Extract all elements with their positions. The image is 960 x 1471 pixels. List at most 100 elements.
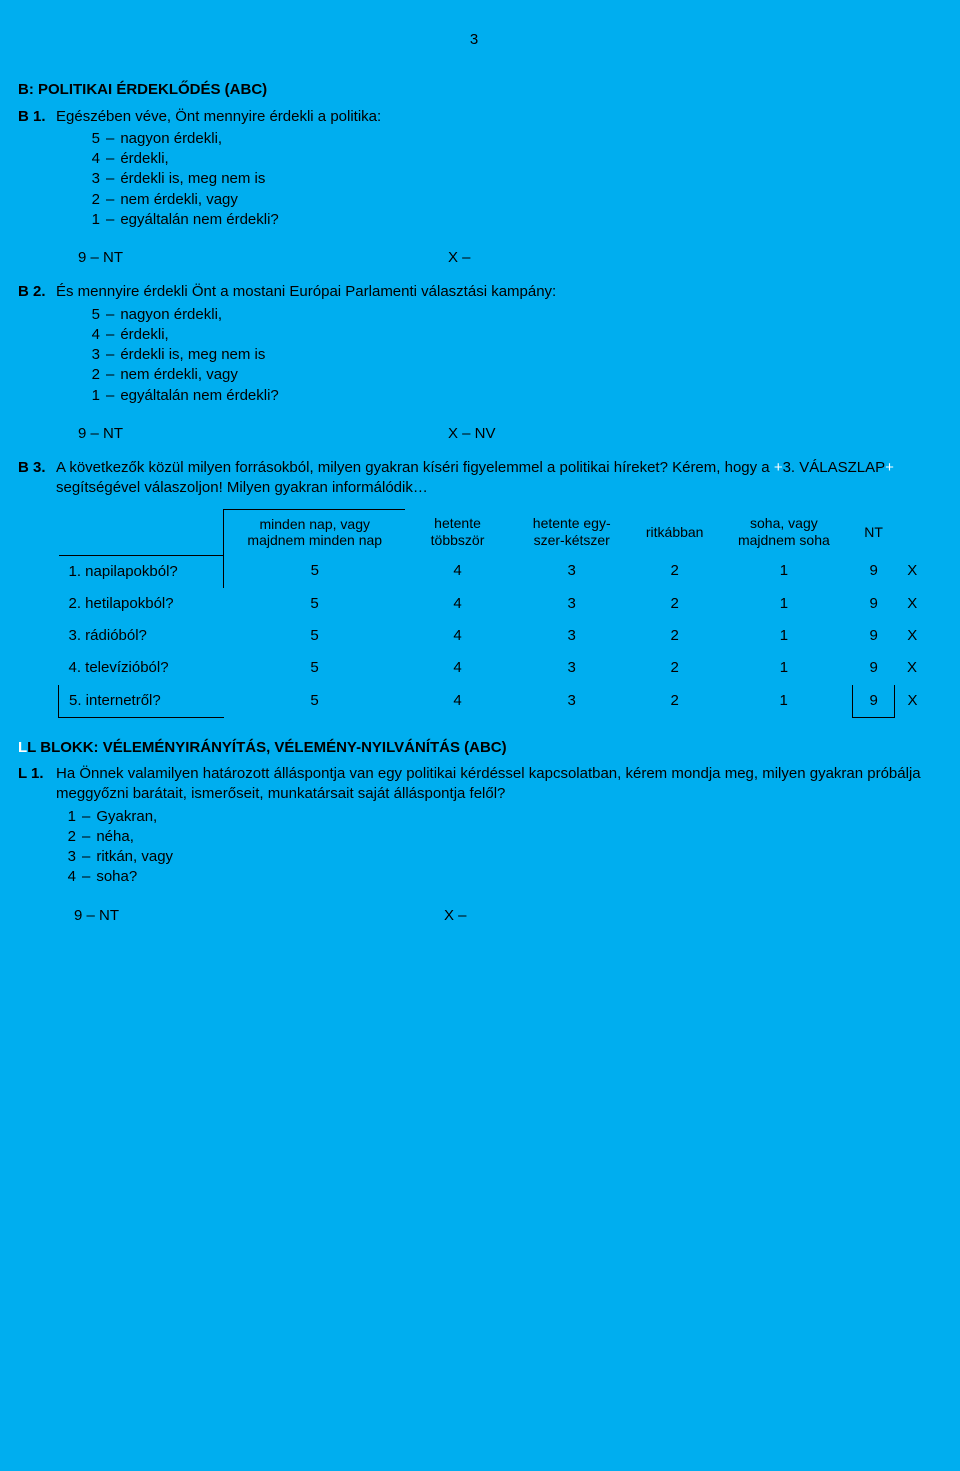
cell: 2 [634,685,716,718]
cell: 5 [224,555,406,588]
th-col1: minden nap, vagy majdnem minden nap [224,509,406,555]
q-code: B 1. [18,107,56,127]
opt-label: nem érdekli, vagy [120,190,238,210]
cell: 1 [715,555,852,588]
section-b-title: B: POLITIKAI ÉRDEKLŐDÉS (ABC) [18,80,930,100]
q-text: Egészében véve, Önt mennyire érdekli a p… [56,107,930,127]
opt-label: nagyon érdekli, [120,129,222,149]
cell: 4 [405,620,509,652]
q3-text-c: segítségével válaszoljon! Milyen gyakran… [56,479,428,496]
row-label: 3. rádióból? [59,620,224,652]
opt-num: 4 [78,149,100,169]
options-b1: 5–nagyon érdekli, 4–érdekli, 3–érdekli i… [78,129,930,230]
opt-num: 2 [78,190,100,210]
opt-dash: – [106,345,114,365]
cell: 9 [852,555,895,588]
cell: 3 [510,652,634,684]
cell: 3 [510,555,634,588]
opt-label: néha, [96,827,134,847]
th-col2: hetente többször [405,509,509,555]
nt-left: 9 – NT [78,248,148,268]
cell: 3 [510,620,634,652]
nt-left: 9 – NT [78,424,148,444]
th-blank [59,509,224,555]
opt-num: 2 [54,827,76,847]
q-text: És mennyire érdekli Önt a mostani Európa… [56,282,930,302]
table-row: 2. hetilapokból? 5 4 3 2 1 9 X [59,588,930,620]
opt-label: Gyakran, [96,807,157,827]
opt-label: egyáltalán nem érdekli? [120,386,278,406]
cell: 2 [634,620,716,652]
opt-label: nagyon érdekli, [120,305,222,325]
row-label: 4. televízióból? [59,652,224,684]
row-label: 1. napilapokból? [59,555,224,588]
opt-dash: – [106,169,114,189]
cell: 3 [510,685,634,718]
opt-num: 4 [78,325,100,345]
opt-label: ritkán, vagy [96,847,173,867]
table-row: 5. internetről? 5 4 3 2 1 9 X [59,685,930,718]
opt-dash: – [106,190,114,210]
th-col6: NT [852,509,895,555]
opt-label: érdekli is, meg nem is [120,169,265,189]
cell: 5 [224,588,406,620]
opt-dash: – [106,325,114,345]
question-l1: L 1. Ha Önnek valamilyen határozott állá… [18,764,930,926]
opt-num: 3 [78,169,100,189]
q3-hi1: + [774,459,783,476]
section-l-text: L BLOKK: VÉLEMÉNYIRÁNYÍTÁS, VÉLEMÉNY-NYI… [27,739,506,756]
th-col5: soha, vagy majdnem soha [715,509,852,555]
q-code: B 3. [18,458,56,499]
opt-label: érdekli, [120,325,168,345]
cell: X [895,685,930,718]
th-col4: ritkábban [634,509,716,555]
options-b2: 5–nagyon érdekli, 4–érdekli, 3–érdekli i… [78,305,930,406]
q3-hi2: + [885,459,894,476]
question-b2: B 2. És mennyire érdekli Önt a mostani E… [18,282,930,444]
cell: 4 [405,685,509,718]
table-row: 4. televízióból? 5 4 3 2 1 9 X [59,652,930,684]
options-l1: 1–Gyakran, 2–néha, 3–ritkán, vagy 4–soha… [54,807,930,888]
opt-num: 1 [54,807,76,827]
cell: 1 [715,620,852,652]
th-col7 [895,509,930,555]
opt-num: 5 [78,129,100,149]
opt-dash: – [106,129,114,149]
q3-text-a: A következők közül milyen forrásokból, m… [56,459,774,476]
opt-dash: – [106,210,114,230]
opt-dash: – [82,807,90,827]
cell: 2 [634,555,716,588]
opt-label: nem érdekli, vagy [120,365,238,385]
cell: 5 [224,652,406,684]
opt-dash: – [106,386,114,406]
q-text: A következők közül milyen forrásokból, m… [56,458,930,499]
cell: X [895,620,930,652]
cell: 5 [224,620,406,652]
opt-dash: – [106,149,114,169]
nt-row: 9 – NT X – NV [78,424,930,444]
cell: 9 [852,588,895,620]
cell: 9 [852,620,895,652]
cell: X [895,588,930,620]
opt-dash: – [106,305,114,325]
cell: 1 [715,588,852,620]
question-b1: B 1. Egészében véve, Önt mennyire érdekl… [18,107,930,269]
opt-num: 3 [78,345,100,365]
nt-right: X – NV [448,424,496,444]
opt-num: 1 [78,386,100,406]
cell: 1 [715,652,852,684]
cell: 4 [405,555,509,588]
opt-dash: – [106,365,114,385]
cell: 9 [852,685,895,718]
q-text: Ha Önnek valamilyen határozott álláspont… [56,764,930,805]
b3-table: minden nap, vagy majdnem minden nap hete… [58,509,930,718]
cell: 5 [224,685,406,718]
cell: 2 [634,588,716,620]
cell: X [895,652,930,684]
question-b3: B 3. A következők közül milyen forrásokb… [18,458,930,718]
opt-num: 5 [78,305,100,325]
cell: 9 [852,652,895,684]
opt-num: 3 [54,847,76,867]
nt-right: X – [444,906,467,926]
th-col3: hetente egy­szer-kétszer [510,509,634,555]
